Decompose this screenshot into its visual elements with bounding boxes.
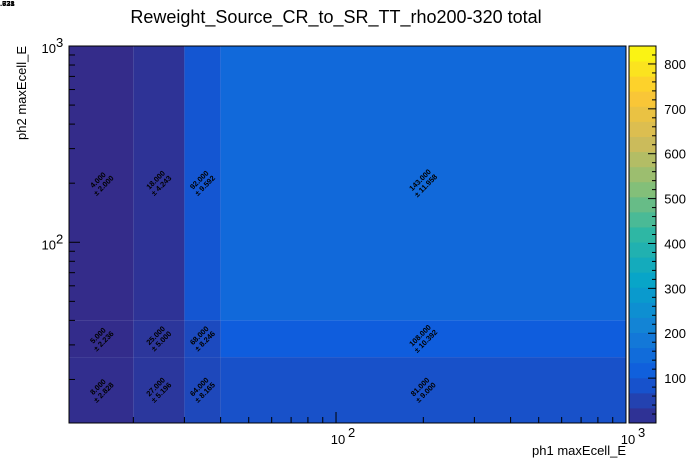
color-scale-step — [629, 76, 656, 92]
x-tick-label: 10 — [331, 432, 345, 447]
heatmap-cell — [133, 46, 185, 321]
x-axis: 10 2 10 3 — [132, 412, 645, 447]
color-scale-tick-label: 800 — [664, 57, 686, 72]
color-scale-step — [629, 347, 656, 364]
color-scale-tick-label: 300 — [664, 281, 686, 296]
plot-frame — [68, 45, 627, 424]
cell-error: ± 22.338 — [0, 0, 15, 8]
cell-value-label: 822.000± 28.671 — [0, 0, 15, 8]
y-tick-label-exp: 2 — [56, 231, 63, 246]
x-axis-label: ph1 maxEcell_E — [532, 443, 626, 458]
x-tick-label-exp: 3 — [638, 425, 645, 440]
color-scale-step — [629, 317, 656, 334]
chart-title: Reweight_Source_CR_to_SR_TT_rho200-320 t… — [130, 7, 541, 28]
cell-value-label: 499.000± 22.338 — [0, 0, 15, 8]
color-scale-bar: 100 200 300 400 500 600 700 800 — [628, 45, 686, 424]
color-scale-tick-label: 100 — [664, 371, 686, 386]
color-scale-step — [629, 257, 656, 273]
cell-error: ± 19.723 — [0, 0, 15, 8]
color-scale-step — [629, 181, 656, 198]
heatmap-cell — [184, 320, 221, 358]
color-scale-tick-label: 400 — [664, 236, 686, 251]
color-scale-step — [629, 136, 656, 153]
color-scale-step — [629, 302, 656, 318]
x-tick-label: 10 — [621, 432, 635, 447]
color-scale-step — [629, 91, 656, 107]
color-scale-step — [629, 377, 656, 394]
heatmap-cell — [69, 357, 134, 423]
color-scale-step — [629, 392, 656, 409]
heatmap-cell — [220, 46, 627, 321]
color-scale-step — [629, 211, 656, 228]
color-scale-step — [629, 332, 656, 349]
y-tick-label: 10 — [42, 237, 56, 252]
color-scale-step — [629, 407, 656, 424]
color-scale-tick-label: 600 — [664, 147, 686, 162]
color-scale-step — [629, 287, 656, 303]
color-scale-tick-label: 500 — [664, 192, 686, 207]
heatmap-cell — [133, 320, 185, 358]
heatmap-cell — [220, 320, 627, 358]
color-scale-step — [629, 61, 656, 77]
y-axis-label: ph2 maxEcell_E — [14, 46, 29, 140]
color-scale-step — [629, 151, 656, 168]
color-scale-step — [629, 106, 656, 122]
y-tick-label: 10 — [42, 41, 56, 56]
color-scale-step — [629, 272, 656, 288]
color-scale-step — [629, 362, 656, 379]
heatmap-cell — [133, 357, 185, 423]
heatmap-cells — [69, 46, 627, 423]
cell-error: ± 28.671 — [0, 0, 15, 8]
y-tick-label-exp: 3 — [56, 35, 63, 50]
heatmap-cell — [184, 46, 221, 321]
color-scale-step — [629, 226, 656, 243]
color-scale-tick-label: 200 — [664, 326, 686, 341]
color-scale-step — [629, 46, 656, 62]
heatmap-cell — [184, 357, 221, 423]
color-scale-tick-label: 700 — [664, 102, 686, 117]
color-scale-step — [629, 196, 656, 213]
cell-value-label: 389.000± 19.723 — [0, 0, 15, 8]
heatmap-cell — [220, 357, 627, 423]
color-scale-step — [629, 121, 656, 137]
heatmap-cell — [69, 320, 134, 358]
heatmap-cell — [69, 46, 134, 321]
color-scale-step — [629, 166, 656, 183]
x-tick-label-exp: 2 — [348, 425, 355, 440]
color-scale-step — [629, 242, 656, 258]
